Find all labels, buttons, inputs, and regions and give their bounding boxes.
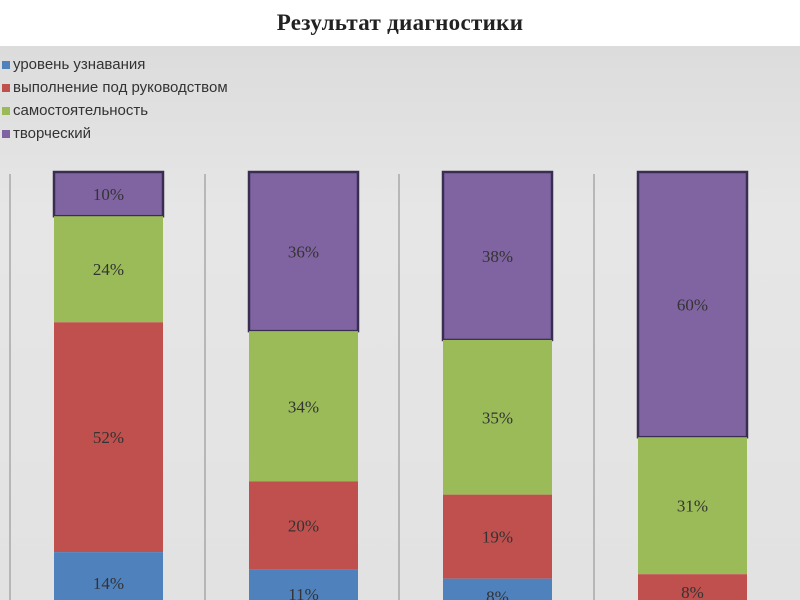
bar-segment [52,170,165,218]
legend-label: творческий [13,125,92,142]
bar-segment [54,216,163,323]
bar-segment [443,578,552,600]
legend-item: творческий [2,122,228,145]
legend: уровень узнавания выполнение под руковод… [2,53,228,145]
legend-label: самостоятельность [13,102,149,119]
legend-swatch [2,60,10,69]
data-label: 8% [681,583,704,600]
data-label: 38% [482,247,513,266]
bar-segment [638,574,747,600]
data-label: 60% [677,296,708,315]
bar-segment [636,170,749,439]
page-title: Результат диагностики [276,10,524,35]
data-label: 11% [288,585,319,600]
legend-swatch [2,106,10,115]
stacked-bar-chart: 10% 24% 52% 14% 36% 34% 20% 11% 38% 35% 19% 8% 60% 31… [9,170,749,600]
legend-item: уровень узнавания [2,53,228,76]
data-label: 10% [93,185,124,204]
legend-swatch [2,83,10,92]
legend-item: самостоятельность [2,99,228,122]
legend-swatch [2,129,10,138]
data-label: 36% [288,243,319,262]
bar-segment [54,322,163,553]
data-label: 20% [288,517,319,536]
bar-segment [441,170,554,342]
bar-segment [249,569,358,600]
data-label: 19% [482,528,513,547]
data-label: 14% [93,574,124,593]
bar-segment [443,339,552,495]
legend-label: выполнение под руководством [13,79,228,96]
data-label: 34% [288,397,319,416]
data-label: 52% [93,428,124,447]
data-label: 24% [93,260,124,279]
bar-segment [638,437,747,575]
bar-segment [443,494,552,579]
bar-segment [247,170,360,333]
legend-item: выполнение под руководством [2,76,228,99]
bar-segment [249,331,358,482]
bar-segment [54,552,163,600]
data-label: 8% [486,587,509,600]
data-label: 31% [677,497,708,516]
bar-segment [249,481,358,570]
data-label: 35% [482,408,513,427]
legend-label: уровень узнавания [13,56,146,73]
chart-area: 10% 24% 52% 14% 36% 34% 20% 11% 38% 35% 19% 8% 60% 31… [0,46,800,600]
